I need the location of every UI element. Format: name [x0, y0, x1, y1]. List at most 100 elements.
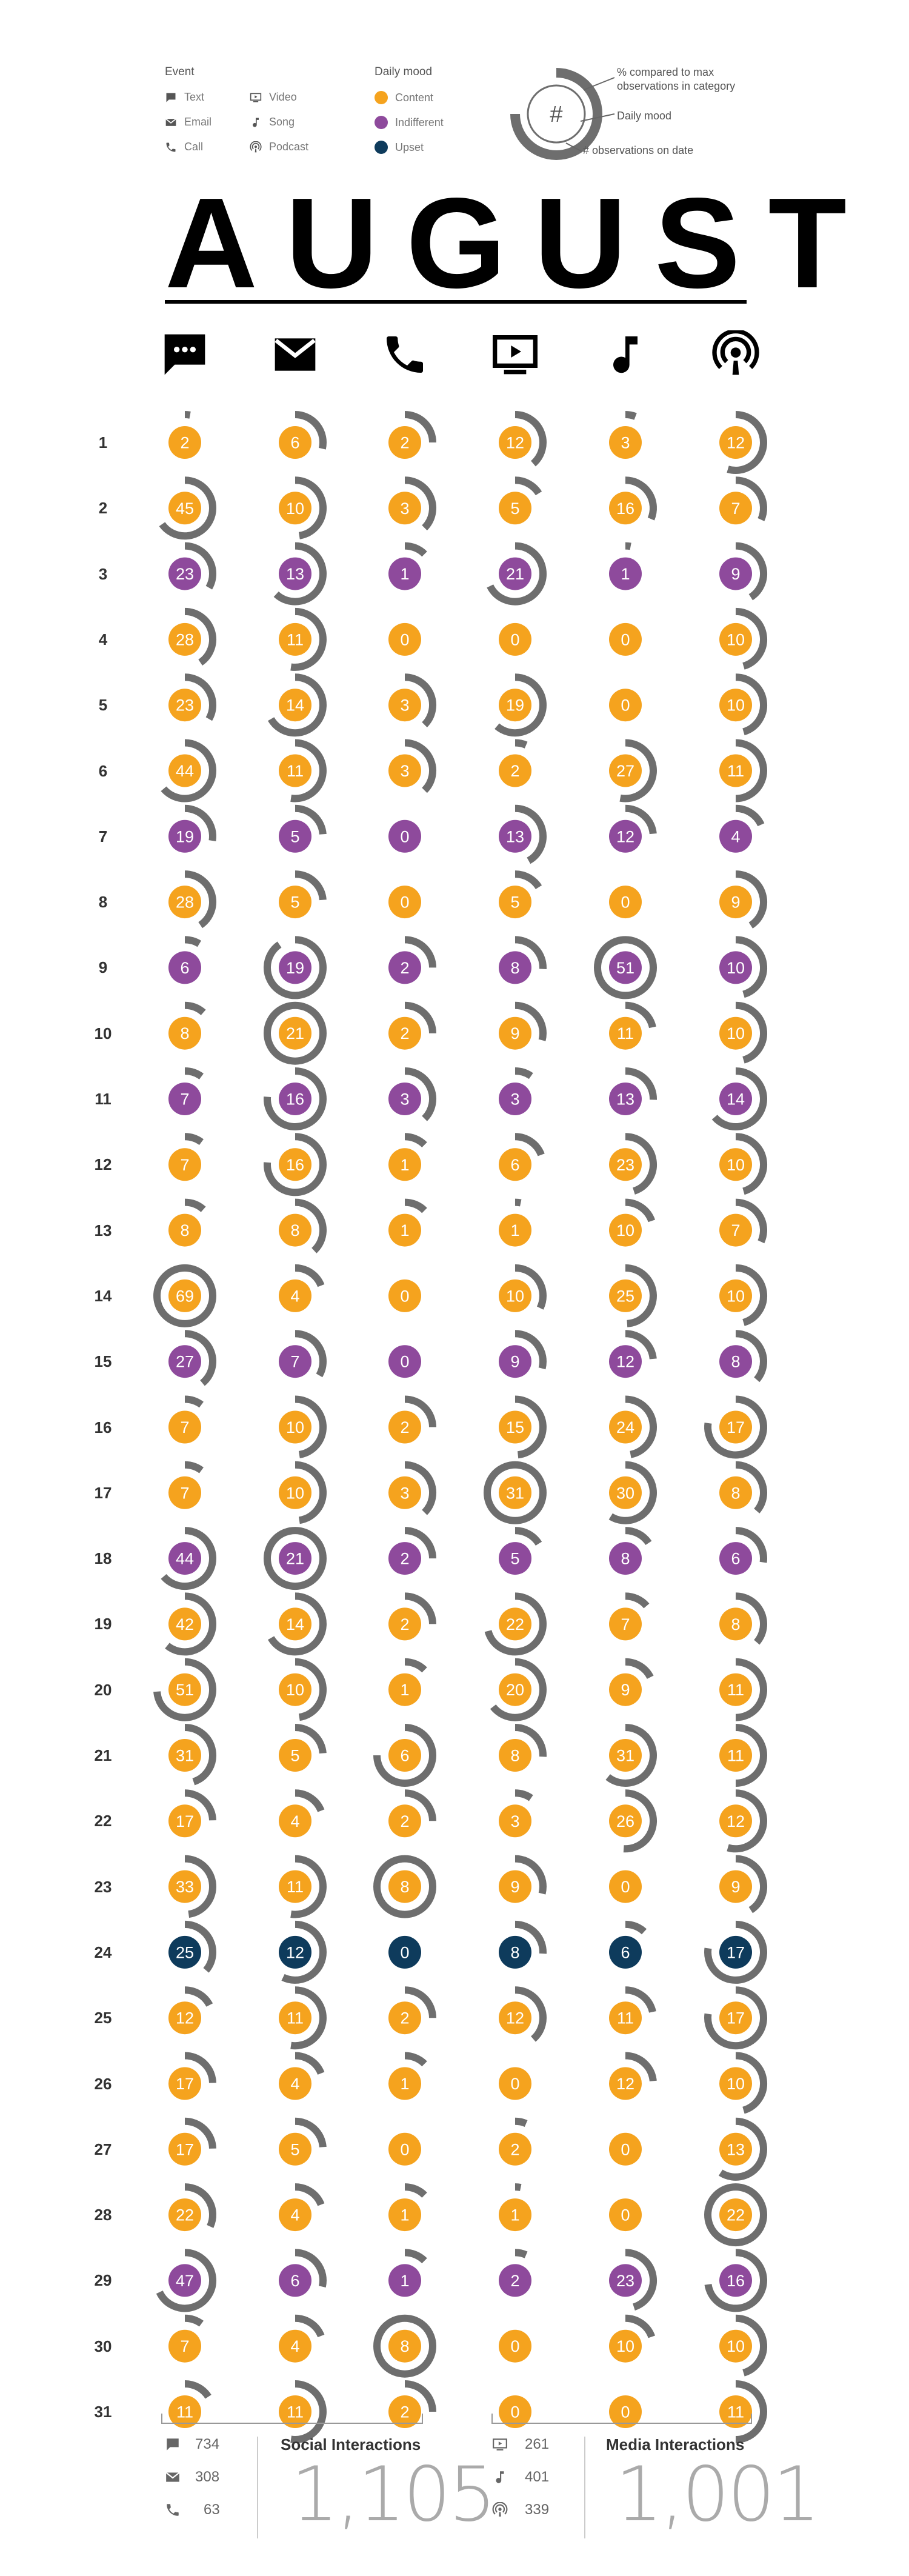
- observation-count: 9: [510, 1878, 519, 1896]
- bubble-call: 2: [388, 1527, 436, 1575]
- bubble-text: 11: [168, 2380, 211, 2428]
- percent-arc: [264, 1067, 327, 1130]
- percent-arc: [281, 1920, 327, 1984]
- day-label: 18: [94, 1549, 112, 1568]
- percent-arc: [184, 1330, 216, 1386]
- legend-event-video: Video: [250, 91, 297, 104]
- observation-count: 5: [290, 827, 299, 846]
- percent-arc: [735, 870, 767, 929]
- observation-count: 8: [180, 1221, 189, 1240]
- observation-count: 51: [176, 1681, 194, 1699]
- bubble-text: 17: [168, 2052, 216, 2100]
- percent-arc: [514, 1855, 547, 1895]
- observation-count: 7: [731, 499, 740, 518]
- bubble-email: 5: [279, 1724, 327, 1772]
- percent-arc: [404, 936, 436, 968]
- bubble-podcast: 8: [719, 1461, 767, 1513]
- mood-dot: [609, 557, 642, 590]
- observation-count: 12: [727, 434, 745, 452]
- bubble-podcast: 11: [719, 1724, 767, 1787]
- mood-dot: [499, 886, 531, 919]
- bubble-email: 4: [279, 2183, 325, 2232]
- mood-dot: [499, 2264, 531, 2297]
- percent-arc: [184, 1067, 204, 1080]
- mood-dot: [499, 2198, 531, 2232]
- observation-count: 26: [616, 1812, 634, 1830]
- percent-arc: [404, 1461, 436, 1515]
- bubble-podcast: 8: [719, 1330, 767, 1383]
- bubble-email: 13: [273, 542, 327, 606]
- day-label: 26: [94, 2074, 112, 2093]
- mood-dot: [279, 1083, 311, 1115]
- percent-arc: [735, 936, 767, 998]
- percent-arc: [735, 1527, 767, 1563]
- mood-dot: [168, 2132, 201, 2166]
- mood-dot: [609, 1213, 642, 1247]
- percent-arc: [625, 2314, 656, 2338]
- bubble-podcast: 10: [719, 1264, 767, 1326]
- total-call: 63: [204, 2501, 220, 2518]
- mood-dot: [719, 1607, 752, 1641]
- percent-arc: [514, 2249, 528, 2258]
- bubble-video: 21: [487, 542, 547, 606]
- total-podcast: 339: [525, 2501, 550, 2518]
- mood-dot: [279, 2395, 311, 2428]
- percent-arc: [625, 2052, 657, 2082]
- percent-arc: [161, 739, 216, 802]
- bubble-call: 2: [388, 1592, 436, 1641]
- observation-count: 1: [400, 1681, 409, 1699]
- bubble-song: 9: [609, 1658, 654, 1706]
- bubble-song: 31: [605, 1724, 657, 1787]
- observation-count: 12: [176, 2009, 194, 2027]
- mood-dot: [609, 1279, 642, 1312]
- bubble-email: 8: [279, 1198, 327, 1253]
- percent-arc: [404, 2380, 436, 2412]
- bubble-video: 22: [484, 1592, 547, 1656]
- bubble-song: 23: [609, 2249, 657, 2311]
- observation-count: 4: [290, 1287, 299, 1305]
- observation-count: 3: [510, 1090, 519, 1109]
- observation-count: 33: [176, 1878, 194, 1896]
- mood-dot: [279, 951, 311, 984]
- mood-dot: [279, 1542, 311, 1575]
- percent-arc: [494, 673, 547, 737]
- mood-dot: [279, 1739, 311, 1772]
- bubble-email: 5: [279, 2117, 327, 2166]
- mood-dot: [499, 492, 531, 525]
- percent-arc: [404, 1395, 436, 1427]
- observation-count: 1: [400, 2075, 409, 2093]
- bubble-video: 3: [499, 1789, 533, 1838]
- mood-dot: [388, 1542, 421, 1575]
- observation-count: 17: [176, 2075, 194, 2093]
- mood-dot: [279, 557, 311, 590]
- mood-dot: [609, 1476, 642, 1509]
- mood-upset-dot: [375, 141, 388, 154]
- percent-arc: [514, 1920, 547, 1954]
- observation-count: 7: [621, 1615, 630, 1633]
- bubble-video: 9: [499, 1001, 547, 1050]
- percent-arc: [404, 1133, 427, 1148]
- legend-mood-content: Content: [375, 91, 433, 104]
- percent-arc: [625, 476, 657, 521]
- mood-dot: [388, 1870, 421, 1903]
- observation-count: 7: [731, 1221, 740, 1240]
- bubble-email: 16: [264, 1067, 327, 1130]
- mood-dot: [168, 1870, 201, 1903]
- percent-arc: [153, 1658, 216, 1721]
- observation-count: 25: [616, 1287, 634, 1305]
- observation-count: 12: [286, 1943, 304, 1961]
- bubble-song: 12: [609, 804, 657, 853]
- percent-arc: [184, 1920, 216, 1973]
- bubble-email: 11: [279, 2380, 327, 2443]
- mood-dot: [388, 1739, 421, 1772]
- day-label: 25: [94, 2009, 112, 2027]
- percent-arc: [735, 2052, 767, 2114]
- percent-arc: [490, 1658, 547, 1721]
- observation-count: 22: [176, 2206, 194, 2224]
- bubble-video: 0: [499, 2067, 531, 2100]
- percent-arc: [404, 1001, 436, 1033]
- observation-count: 7: [180, 1418, 189, 1436]
- mood-dot: [168, 1804, 201, 1838]
- bubble-call: 8: [373, 2314, 436, 2378]
- bubble-text: 7: [168, 1067, 204, 1115]
